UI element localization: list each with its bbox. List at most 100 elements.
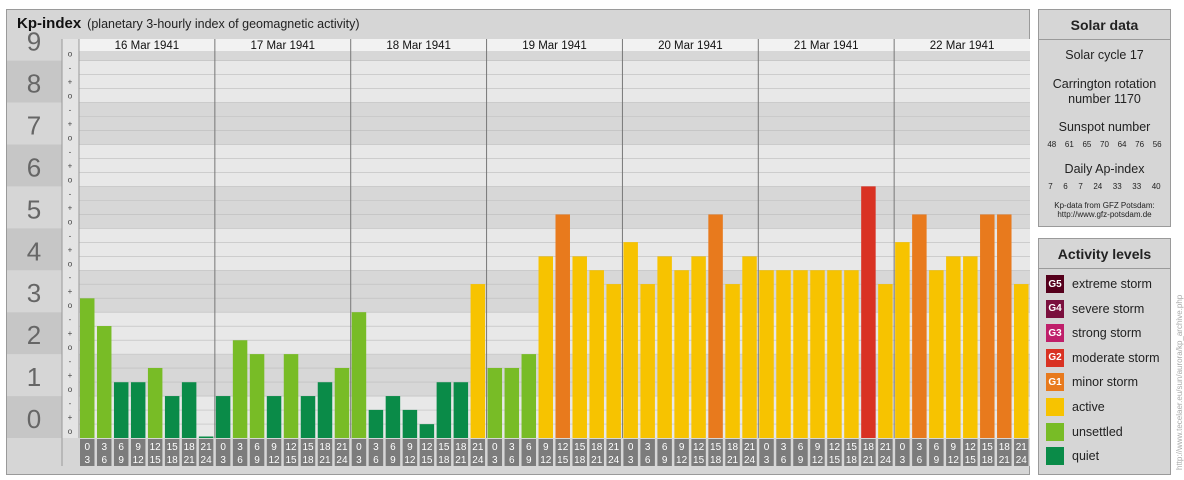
hour-label-start: 6 [934, 442, 940, 453]
hour-label-start: 9 [271, 442, 277, 453]
activity-level-label: minor storm [1072, 375, 1138, 390]
kp-bar [895, 242, 910, 438]
kp-bar [96, 326, 112, 438]
minor-tick-label: + [68, 287, 73, 296]
hour-label-end: 18 [167, 455, 179, 466]
activity-level-swatch: G1 [1046, 373, 1064, 392]
kp-bar [453, 382, 469, 438]
ap-values: 7 6 7 24 33 33 40 [1039, 182, 1170, 191]
hour-label-start: 3 [781, 442, 787, 453]
kp-bar [980, 214, 995, 438]
hour-label-start: 12 [421, 442, 433, 453]
hour-label-end: 24 [608, 455, 620, 466]
hour-label-start: 3 [645, 442, 651, 453]
hour-label-end: 3 [492, 455, 498, 466]
sunspot-value: 48 [1047, 140, 1057, 149]
kp-bar [742, 256, 757, 438]
day-label: 20 Mar 1941 [658, 40, 723, 52]
sunspot-value: 70 [1100, 140, 1109, 149]
hour-label-start: 18 [319, 442, 331, 453]
hour-label-start: 12 [285, 442, 297, 453]
activity-level-label: strong storm [1072, 326, 1142, 341]
kp-bar [300, 396, 316, 438]
kp-bar [674, 270, 689, 438]
minor-tick-label: o [68, 259, 73, 268]
solar-data-panel: Solar data Solar cycle 17 Carrington rot… [1038, 9, 1171, 227]
activity-level-label: moderate storm [1072, 350, 1160, 365]
y-band [7, 228, 62, 271]
activity-level-label: severe storm [1072, 301, 1145, 316]
source-credit: http://www.tecelaer.eu/sun/aurora/kp_arc… [1175, 294, 1184, 470]
day-label: 19 Mar 1941 [522, 40, 587, 52]
hour-cell [402, 439, 418, 466]
minor-tick-label: + [68, 78, 73, 87]
hour-label-start: 12 [693, 442, 705, 453]
hour-cell [708, 439, 723, 466]
hour-label-end: 24 [472, 455, 484, 466]
kp-bar [80, 298, 95, 438]
hour-label-end: 6 [373, 455, 379, 466]
kp-bar [232, 340, 248, 438]
kp-chart: 0123456789o+-o+-o+-o+-o+-o+-o+-o+-o+-o16… [7, 27, 1030, 466]
hour-label-end: 9 [254, 455, 260, 466]
y-tick-label: 2 [27, 320, 41, 350]
hour-cell [912, 439, 927, 466]
ap-value: 33 [1132, 182, 1142, 191]
hour-label-start: 9 [679, 442, 685, 453]
hour-cell [555, 439, 570, 466]
minor-tick-label: + [68, 119, 73, 128]
y-tick-label: 7 [27, 110, 41, 140]
kp-bar [963, 256, 978, 438]
activity-level-label: unsettled [1072, 424, 1123, 439]
hour-cell [368, 439, 384, 466]
hour-label-end: 12 [676, 455, 688, 466]
source-link[interactable]: http://www.gfz-potsdam.de [1057, 210, 1152, 219]
hour-cell [1014, 439, 1029, 466]
hour-label-start: 15 [302, 442, 314, 453]
hour-label-start: 3 [101, 442, 107, 453]
minor-tick-label: o [68, 427, 73, 436]
hour-label-end: 24 [1016, 455, 1028, 466]
hour-cell [113, 439, 129, 466]
activity-levels-panel: Activity levels G5 extreme storm G4 severe … [1038, 238, 1171, 475]
hour-cell [147, 439, 163, 466]
hour-label-start: 0 [356, 442, 362, 453]
hour-label-end: 9 [390, 455, 396, 466]
hour-label-end: 12 [540, 455, 552, 466]
ap-value: 7 [1078, 182, 1083, 191]
activity-levels-title: Activity levels [1039, 246, 1170, 269]
hour-cell [487, 439, 503, 466]
sunspot-value: 61 [1064, 140, 1074, 149]
kp-bar [368, 409, 384, 438]
sunspot-value: 76 [1135, 140, 1145, 149]
hour-label-start: 21 [608, 442, 620, 453]
hour-label-end: 21 [863, 455, 875, 466]
hour-label-end: 12 [268, 455, 280, 466]
kp-bar [793, 270, 808, 438]
hour-cell [198, 439, 214, 466]
kp-bar [198, 436, 214, 438]
kp-bar [572, 256, 587, 438]
hour-cell [96, 439, 112, 466]
plot-band [79, 144, 1030, 187]
hour-label-start: 15 [438, 442, 450, 453]
kp-bar [504, 367, 520, 438]
day-label: 17 Mar 1941 [250, 40, 315, 52]
kp-bar [334, 367, 350, 438]
activity-level-item: unsettled [1046, 422, 1123, 441]
hour-cell [300, 439, 316, 466]
hour-label-end: 15 [829, 455, 841, 466]
activity-level-label: extreme storm [1072, 277, 1152, 291]
hour-label-start: 9 [135, 442, 141, 453]
kp-bar [147, 367, 163, 438]
hour-cell [470, 439, 486, 466]
hour-cell [232, 439, 248, 466]
hour-label-start: 0 [900, 442, 906, 453]
hour-label-end: 24 [880, 455, 892, 466]
hour-cell [674, 439, 689, 466]
hour-label-start: 15 [982, 442, 994, 453]
hour-label-end: 3 [900, 455, 906, 466]
hour-cell [351, 439, 367, 466]
kp-bar [878, 284, 893, 438]
solar-data-title: Solar data [1039, 17, 1170, 40]
